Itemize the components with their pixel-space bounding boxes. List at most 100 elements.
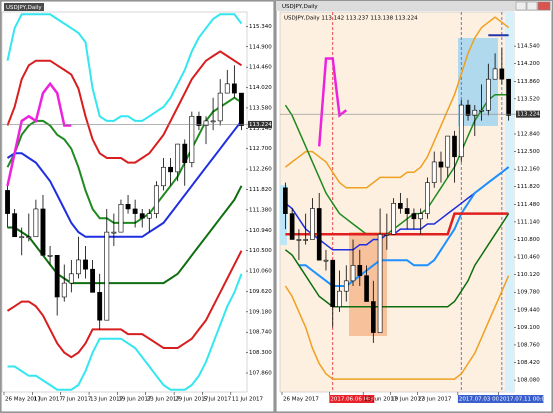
y-tick-label: 110.060 <box>249 269 272 275</box>
candle-body <box>458 104 464 158</box>
candle-body <box>364 275 369 302</box>
candle-body <box>506 78 511 116</box>
window-title: USDJPY,Daily <box>282 4 318 10</box>
x-label-bg <box>457 395 503 403</box>
y-tick-label: 110.120 <box>517 272 540 278</box>
y-tick-label: 112.500 <box>517 149 540 155</box>
y-tick-label: 110.500 <box>249 248 272 254</box>
candle-body <box>210 120 216 123</box>
candle-body <box>161 166 166 187</box>
indicator-line <box>6 50 243 164</box>
candle-body <box>492 68 498 80</box>
candle-body <box>377 234 383 333</box>
indicator-line <box>7 185 243 285</box>
x-label-bg <box>498 395 544 403</box>
candle-body <box>40 208 46 256</box>
candle-body <box>196 115 202 126</box>
x-tick-label: 26 May 2017 <box>283 397 319 403</box>
minimize-button[interactable] <box>515 1 527 11</box>
candle-body <box>384 234 390 236</box>
indicator-line <box>284 93 509 236</box>
future-strip <box>505 12 514 392</box>
x-tick-label: 19 Jun 2017 <box>118 397 152 403</box>
candle-body <box>485 78 491 111</box>
y-tick-label: 108.300 <box>249 350 272 356</box>
y-tick-label: 114.540 <box>517 44 540 50</box>
indicator-line <box>284 275 510 380</box>
candle-body <box>111 231 117 234</box>
candle-body <box>283 187 288 214</box>
candle-body <box>391 202 396 235</box>
y-tick-label: 113.580 <box>249 105 272 111</box>
x-tick-label: 1 Jun 2017 <box>33 397 63 403</box>
candle-body <box>303 239 309 241</box>
y-tick-label: 111.480 <box>517 202 540 208</box>
candle-body <box>153 185 159 214</box>
indicator-line <box>6 250 243 359</box>
candle-body <box>125 204 131 210</box>
x-tick-label: 7 Jun 2017 <box>62 397 92 403</box>
candle-body <box>499 68 505 80</box>
candle-body <box>168 166 173 173</box>
y-tick-label: 112.260 <box>249 167 272 173</box>
candle-body <box>479 109 484 112</box>
candle-body <box>26 236 32 239</box>
chart-subtitle: USDJPY,Daily 113.142 113.237 113.138 113… <box>284 16 418 22</box>
candle-body <box>425 182 430 214</box>
y-tick-label: 112.840 <box>517 132 540 138</box>
candle-body <box>68 273 74 284</box>
y-tick-label: 110.940 <box>249 228 272 234</box>
y-tick-label: 113.520 <box>517 96 540 102</box>
candle-body <box>398 202 403 209</box>
range-box <box>458 38 498 126</box>
y-tick-label: 111.820 <box>249 187 272 193</box>
close-button[interactable] <box>537 1 551 11</box>
candle-body <box>203 120 209 126</box>
y-tick-label: 108.740 <box>249 330 272 336</box>
indicator-line <box>284 166 510 251</box>
indicator-line <box>7 273 243 391</box>
candle-body <box>19 236 25 239</box>
x-tick-label: 2017.06.06 00:00 <box>330 397 380 403</box>
candle-body <box>5 190 10 214</box>
candle-body <box>330 259 336 307</box>
x-tick-label: 23 Jun 2017 <box>418 397 452 403</box>
candle-body <box>33 208 39 238</box>
candle-body <box>445 135 451 168</box>
x-tick-label: 2017.07.03 00:00 <box>459 397 509 403</box>
y-tick-label: 111.820 <box>517 184 540 190</box>
y-tick-label: 115.340 <box>249 24 272 30</box>
candle-body <box>189 115 195 163</box>
candle-body <box>132 208 138 214</box>
candle-body <box>357 265 363 276</box>
candle-body <box>146 213 152 219</box>
candle-body <box>104 231 110 321</box>
maximize-button[interactable] <box>526 1 538 11</box>
chart-tab[interactable] <box>4 3 44 11</box>
x-tick-label: 19 Jun 2017 <box>391 397 425 403</box>
y-tick-label: 109.180 <box>249 309 272 315</box>
y-tick-label: 111.380 <box>249 207 272 213</box>
indicator-line <box>6 120 243 238</box>
y-tick-label: 108.760 <box>517 342 540 348</box>
title-bar <box>276 1 552 11</box>
indicator-line <box>317 57 348 147</box>
candle-body <box>296 239 302 241</box>
indicator-line <box>285 212 509 236</box>
y-tick-label: 109.780 <box>517 290 540 296</box>
y-tick-label: 108.080 <box>517 378 540 384</box>
x-tick-label: 13 Jun 2017 <box>364 397 398 403</box>
candle-body <box>139 213 145 219</box>
y-tick-label: 114.460 <box>249 65 272 71</box>
candle-body <box>404 208 410 214</box>
x-tick-label: 29 Jun 2017 <box>175 397 209 403</box>
y-tick-label: 110.460 <box>517 255 540 261</box>
candle-body <box>337 290 342 307</box>
y-tick-label: 109.100 <box>517 325 540 331</box>
candle-body <box>182 143 188 163</box>
candle-body <box>118 204 124 233</box>
candle-body <box>61 282 67 298</box>
y-tick-label: 112.160 <box>517 167 540 173</box>
indicator-line <box>6 81 72 187</box>
candle-body <box>411 213 417 220</box>
